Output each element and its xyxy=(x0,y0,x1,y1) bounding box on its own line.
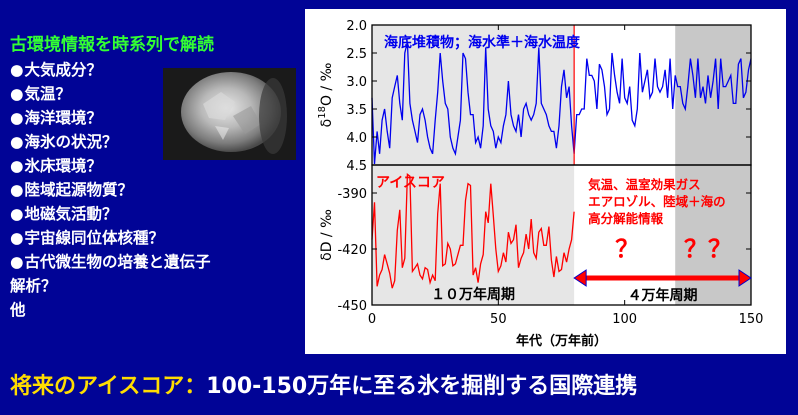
ice-core-icon xyxy=(163,68,296,160)
y-tick-label-top: 3.5 xyxy=(346,103,367,118)
y-tick-label-top: 2.5 xyxy=(346,47,367,62)
series-line-red xyxy=(371,173,575,289)
plot-frame-bottom xyxy=(371,164,752,306)
bullet-icon: ● xyxy=(10,181,24,199)
etc-line: 他 xyxy=(10,301,26,319)
future-note-line2: エアロゾル、陸域＋海の xyxy=(588,194,726,209)
y-tick-label-top: 2.0 xyxy=(346,19,367,34)
bullet-icon: ● xyxy=(10,205,24,223)
panel-title-icecore: アイスコア xyxy=(376,175,445,191)
list-item: ●氷床環境？ xyxy=(10,157,103,175)
list-item: ●海洋環境？ xyxy=(10,109,103,127)
shade-region-bottom-right xyxy=(675,165,751,305)
x-tick-label: 50 xyxy=(490,312,507,327)
y-tick-label-bottom: -420 xyxy=(337,243,367,258)
x-tick-label: 100 xyxy=(612,312,637,327)
x-tick-label: 0 xyxy=(368,312,376,327)
panel-title-sediment: 海底堆積物；海水準＋海水温度 xyxy=(384,34,581,51)
y-tick-label-top: 4.0 xyxy=(346,131,367,146)
shade-region-top-right xyxy=(675,25,751,165)
future-note-line1: 気温、温室効果ガス xyxy=(588,177,701,192)
y-axis-label-top: δ18O / ‰ xyxy=(317,62,335,127)
y-axis-label-bottom: δD / ‰ xyxy=(319,209,335,261)
list-item: ●海氷の状況？ xyxy=(10,133,118,151)
question-mark-single: ？ xyxy=(615,235,639,263)
future-note-line3: 高分解能情報 xyxy=(588,211,664,226)
bullet-icon: ● xyxy=(10,253,24,271)
x-axis-label: 年代（万年前） xyxy=(516,333,607,349)
series-line-blue xyxy=(371,41,752,165)
period-arrow xyxy=(573,269,752,287)
chart-area: 2.0 2.5 3.0 3.5 4.0 4.5 -450 -420 -390 0 50 100 150 … xyxy=(305,9,786,354)
left-panel: 古環境情報を時系列で解読 ●大気成分？ ●気温？ ●海洋環境？ ●海氷の状況？ … xyxy=(10,34,300,322)
axis-ticks: 2.0 2.5 3.0 3.5 4.0 4.5 -450 -420 -390 0 50 100 150 xyxy=(337,19,763,327)
bullet-icon: ● xyxy=(10,109,24,127)
x-tick-label: 150 xyxy=(739,312,764,327)
y-tick-label-bottom: -450 xyxy=(337,299,367,314)
list-item: ●地磁気活動？ xyxy=(10,205,118,223)
list-item: ●宇宙線同位体核種？ xyxy=(10,229,165,247)
y-tick-label-top: 4.5 xyxy=(346,159,367,174)
bullet-icon: ● xyxy=(10,61,24,79)
list-item: ●気温？ xyxy=(10,85,72,103)
period-label-40k: ４万年周期 xyxy=(628,287,698,304)
y-tick-label-bottom: -390 xyxy=(337,187,367,202)
footer-banner: 将来のアイスコア：100-150万年に至る氷を掘削する国際連携 xyxy=(10,370,795,404)
y-tick-label-top: 3.0 xyxy=(346,75,367,90)
ice-core-photo xyxy=(163,68,296,160)
footer-text: 100-150万年に至る氷を掘削する国際連携 xyxy=(206,374,638,399)
question-mark-double: ？？ xyxy=(684,235,732,263)
list-item: ●古代微生物の培養と遺伝子 xyxy=(10,253,211,271)
bullet-icon: ● xyxy=(10,229,24,247)
left-title: 古環境情報を時系列で解読 xyxy=(10,35,214,55)
bullet-icon: ● xyxy=(10,133,24,151)
bullet-list: ●大気成分？ ●気温？ ●海洋環境？ ●海氷の状況？ ●氷床環境？ ●陸域起源物… xyxy=(10,58,300,274)
list-item: ●陸域起源物質？ xyxy=(10,181,134,199)
footer-highlight: 将来のアイスコア： xyxy=(10,374,207,399)
continuation-line: 解析？ xyxy=(10,277,57,295)
period-label-100k: １０万年周期 xyxy=(431,286,515,303)
list-item: ●大気成分？ xyxy=(10,61,103,79)
bullet-icon: ● xyxy=(10,85,24,103)
bullet-icon: ● xyxy=(10,157,24,175)
